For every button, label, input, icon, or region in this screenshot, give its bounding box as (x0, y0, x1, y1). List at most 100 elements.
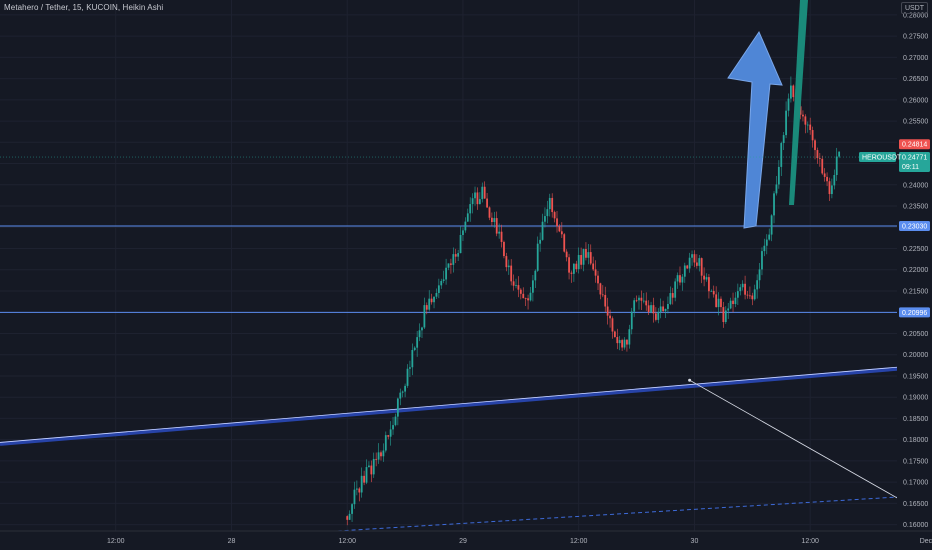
candle-body (722, 307, 725, 323)
level-price-tag-label: 0.20996 (902, 310, 927, 317)
y-tick-label: 0.26000 (903, 97, 928, 104)
candle-body (447, 263, 450, 268)
candle-body (387, 435, 390, 437)
symbol-tag (859, 152, 896, 163)
candle-body (717, 298, 720, 308)
x-tick-label: 29 (459, 538, 467, 545)
candle-body (478, 199, 481, 205)
candle-body (505, 256, 508, 268)
candle-body (780, 143, 783, 167)
candle-body (351, 504, 353, 514)
y-tick-label: 0.18500 (903, 416, 928, 423)
candle-body (353, 489, 356, 505)
candle-body (368, 465, 370, 468)
candle-body (630, 311, 633, 330)
candle-body (365, 467, 368, 483)
candle-body (765, 239, 768, 246)
candle-body (493, 218, 496, 223)
y-tick-label: 0.27500 (903, 34, 928, 41)
candle-body (659, 306, 662, 312)
candle-body (763, 245, 766, 252)
y-tick-label: 0.22000 (903, 267, 928, 274)
candle-body (392, 425, 394, 430)
candle-body (524, 298, 527, 299)
currency-selector[interactable]: USDT (900, 2, 928, 14)
candle-body (635, 300, 638, 302)
candles (346, 76, 841, 526)
candle-body (642, 300, 645, 302)
candle-body (703, 275, 705, 280)
candle-body (421, 327, 423, 331)
candle-body (500, 231, 503, 242)
candle-body (756, 280, 759, 290)
candle-body (433, 296, 435, 303)
candle-body (512, 281, 515, 286)
trendline-band (0, 366, 898, 446)
x-tick-label: 12:00 (801, 538, 819, 545)
projection-line (689, 379, 898, 499)
candle-body (457, 253, 460, 257)
candle-body (768, 234, 771, 240)
candle-body (544, 216, 546, 222)
candle-body (698, 258, 701, 266)
candle-body (580, 254, 583, 265)
candle-body (708, 277, 710, 292)
candle-body (777, 166, 780, 185)
candle-body (782, 135, 785, 144)
y-tick-label: 0.16000 (903, 522, 928, 529)
candle-body (732, 300, 734, 305)
candle-body (568, 257, 570, 273)
candle-body (423, 305, 426, 328)
candle-body (693, 254, 696, 263)
candle-body (531, 280, 534, 293)
candle-body (582, 249, 585, 265)
candle-body (835, 156, 838, 176)
candle-body (445, 267, 447, 280)
y-tick-label: 0.20500 (903, 331, 928, 338)
y-tick-label: 0.21500 (903, 288, 928, 295)
candle-body (640, 297, 643, 301)
candle-body (674, 281, 677, 298)
candle-body (821, 158, 824, 174)
candle-body (741, 283, 744, 288)
candle-body (604, 294, 607, 307)
high-price-tag (899, 139, 930, 150)
candle-body (570, 272, 573, 274)
candle-body (428, 298, 431, 310)
candle-body (527, 298, 529, 301)
candle-body (553, 212, 556, 219)
price-axis[interactable]: 0.28000 0.27500 0.27000 0.26500 0.26000 0.255… (897, 0, 932, 550)
candle-body (654, 313, 657, 320)
candle-body (599, 283, 602, 295)
y-tick-label: 0.23500 (903, 204, 928, 211)
symbol-tag-label: HEROUSDT (862, 155, 902, 162)
candle-body (592, 263, 595, 270)
candle-body (662, 306, 665, 312)
candle-body (481, 186, 484, 200)
candle-body (611, 318, 614, 332)
level-price-tag-label: 0.23030 (902, 223, 927, 230)
y-tick-label: 0.25500 (903, 119, 928, 126)
y-tick-label: 0.17500 (903, 458, 928, 465)
candle-body (809, 124, 812, 131)
candle-body (491, 217, 493, 223)
candle-body (739, 287, 742, 292)
time-axis[interactable]: 12:002812:002912:003012:00Dec12:00212:00… (0, 530, 932, 550)
candle-body (370, 465, 373, 475)
candle-body (785, 110, 787, 136)
candle-body (744, 283, 746, 295)
trendlines[interactable] (0, 366, 898, 532)
candle-body (437, 285, 440, 293)
arrows[interactable] (727, 0, 808, 229)
price-tags: 0.23030 0.20996 0.24814 0.24771 09:11HEROUSD… (0, 139, 930, 318)
candle-body (546, 209, 549, 217)
candle-body (534, 270, 537, 281)
candle-body (606, 306, 609, 316)
candle-body (749, 295, 751, 297)
candle-body (816, 150, 819, 159)
lower-channel-line (337, 496, 898, 532)
candle-body (720, 298, 722, 308)
candle-body (669, 293, 672, 304)
candle-body (399, 392, 402, 399)
